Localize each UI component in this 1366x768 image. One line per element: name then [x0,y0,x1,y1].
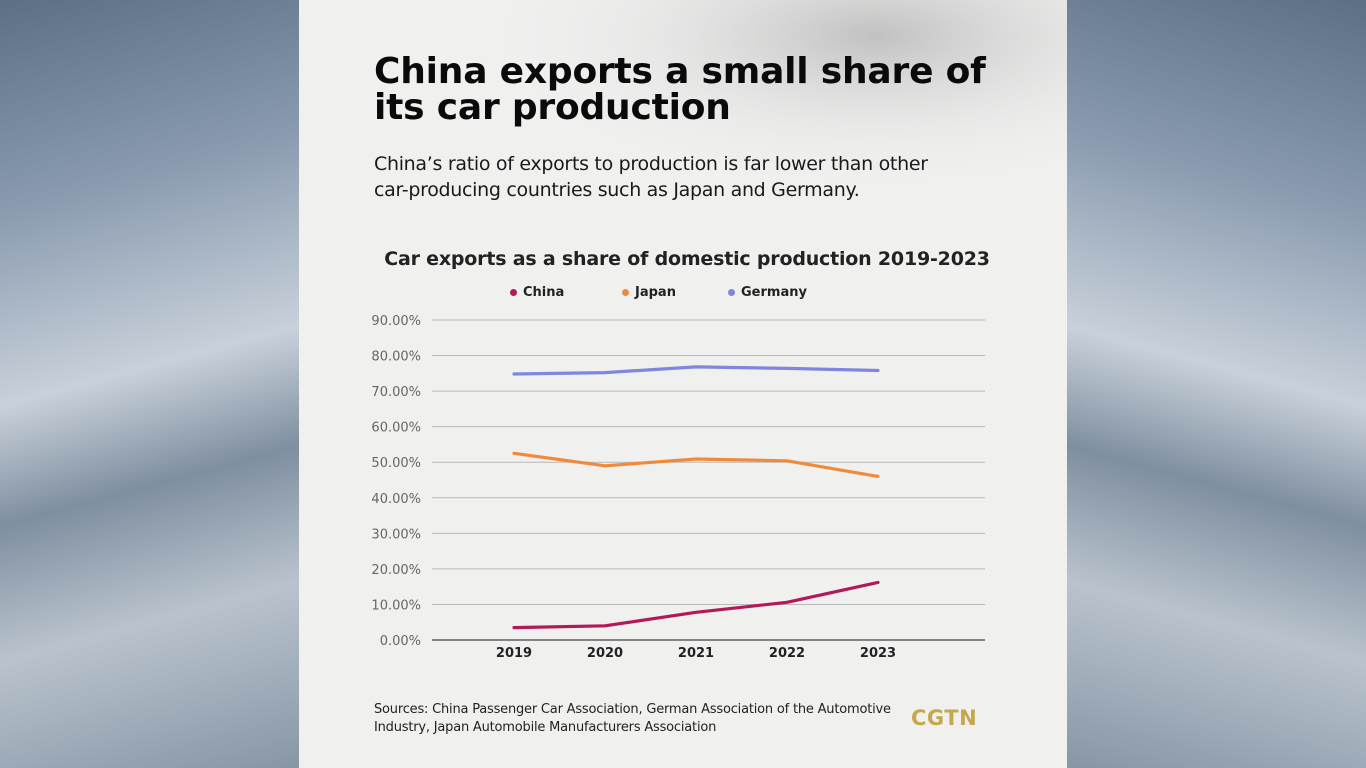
y-tick-label: 30.00% [371,527,421,542]
legend-dot-china [510,289,517,296]
x-tick-label: 2020 [587,646,623,661]
y-tick-label: 10.00% [371,598,421,613]
legend-item-japan: Japan [622,285,676,300]
legend-dot-japan [622,289,629,296]
background-left [0,0,299,768]
infographic-card: China exports a small share of its car p… [299,0,1067,768]
legend-label-germany: Germany [741,285,807,300]
series-line-china [512,580,880,630]
series-line-japan [512,451,880,478]
legend-item-germany: Germany [728,285,807,300]
sources-note: Sources: China Passenger Car Association… [374,702,891,735]
y-tick-label: 60.00% [371,421,421,436]
legend-label-china: China [523,285,565,300]
line-chart: 0.00% 10.00% 20.00% 30.00% 40.00% 50.00% 60.00… [371,314,985,661]
y-tick-label: 20.00% [371,563,421,578]
y-tick-label: 0.00% [380,634,421,649]
chart-legend: China Japan Germany [299,285,1067,303]
cgtn-logo: CGTN [911,706,978,730]
x-tick-label: 2019 [496,646,532,661]
legend-label-japan: Japan [635,285,676,300]
series-line-germany [512,365,880,376]
background-right [1067,0,1366,768]
legend-item-china: China [510,285,564,300]
y-tick-label: 40.00% [371,492,421,507]
y-tick-label: 50.00% [371,456,421,471]
x-tick-label: 2022 [769,646,805,661]
x-tick-label: 2021 [678,646,714,661]
x-tick-label: 2023 [860,646,896,661]
subheadline: China’s ratio of exports to production i… [374,153,928,201]
headline: China exports a small share of its car p… [374,51,986,128]
y-tick-label: 80.00% [371,350,421,365]
y-tick-label: 70.00% [371,385,421,400]
chart-title: Car exports as a share of domestic produ… [384,248,990,270]
legend-dot-germany [728,289,735,296]
y-tick-label: 90.00% [371,314,421,329]
